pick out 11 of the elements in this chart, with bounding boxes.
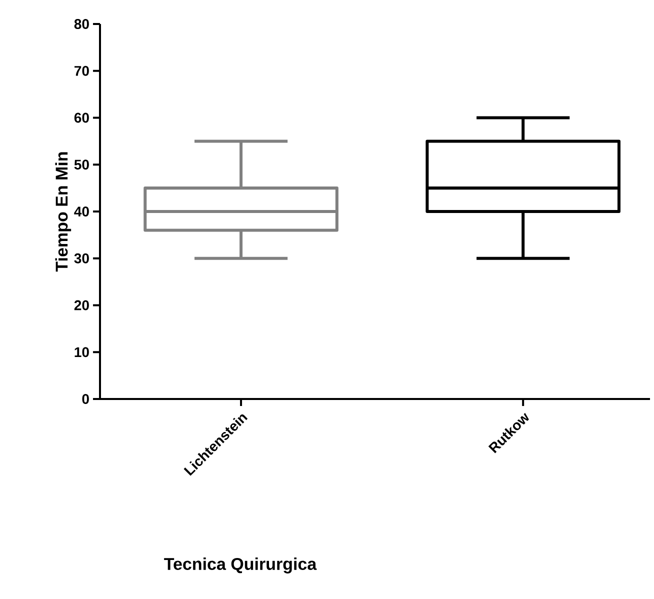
y-tick-label: 60: [74, 112, 89, 123]
y-tick-label: 70: [74, 66, 89, 76]
y-axis-title: Tiempo En Min: [55, 152, 72, 272]
y-tick-label: 40: [74, 206, 89, 216]
y-tick-label: 30: [74, 253, 89, 264]
x-axis-title: Tecnica Quirurgica: [164, 558, 317, 574]
y-tick-label: 0: [82, 394, 89, 404]
y-tick-label: 10: [74, 347, 89, 358]
y-tick-label: 50: [74, 160, 89, 170]
y-tick-label: 80: [74, 19, 89, 29]
y-tick-label: 20: [74, 300, 89, 310]
